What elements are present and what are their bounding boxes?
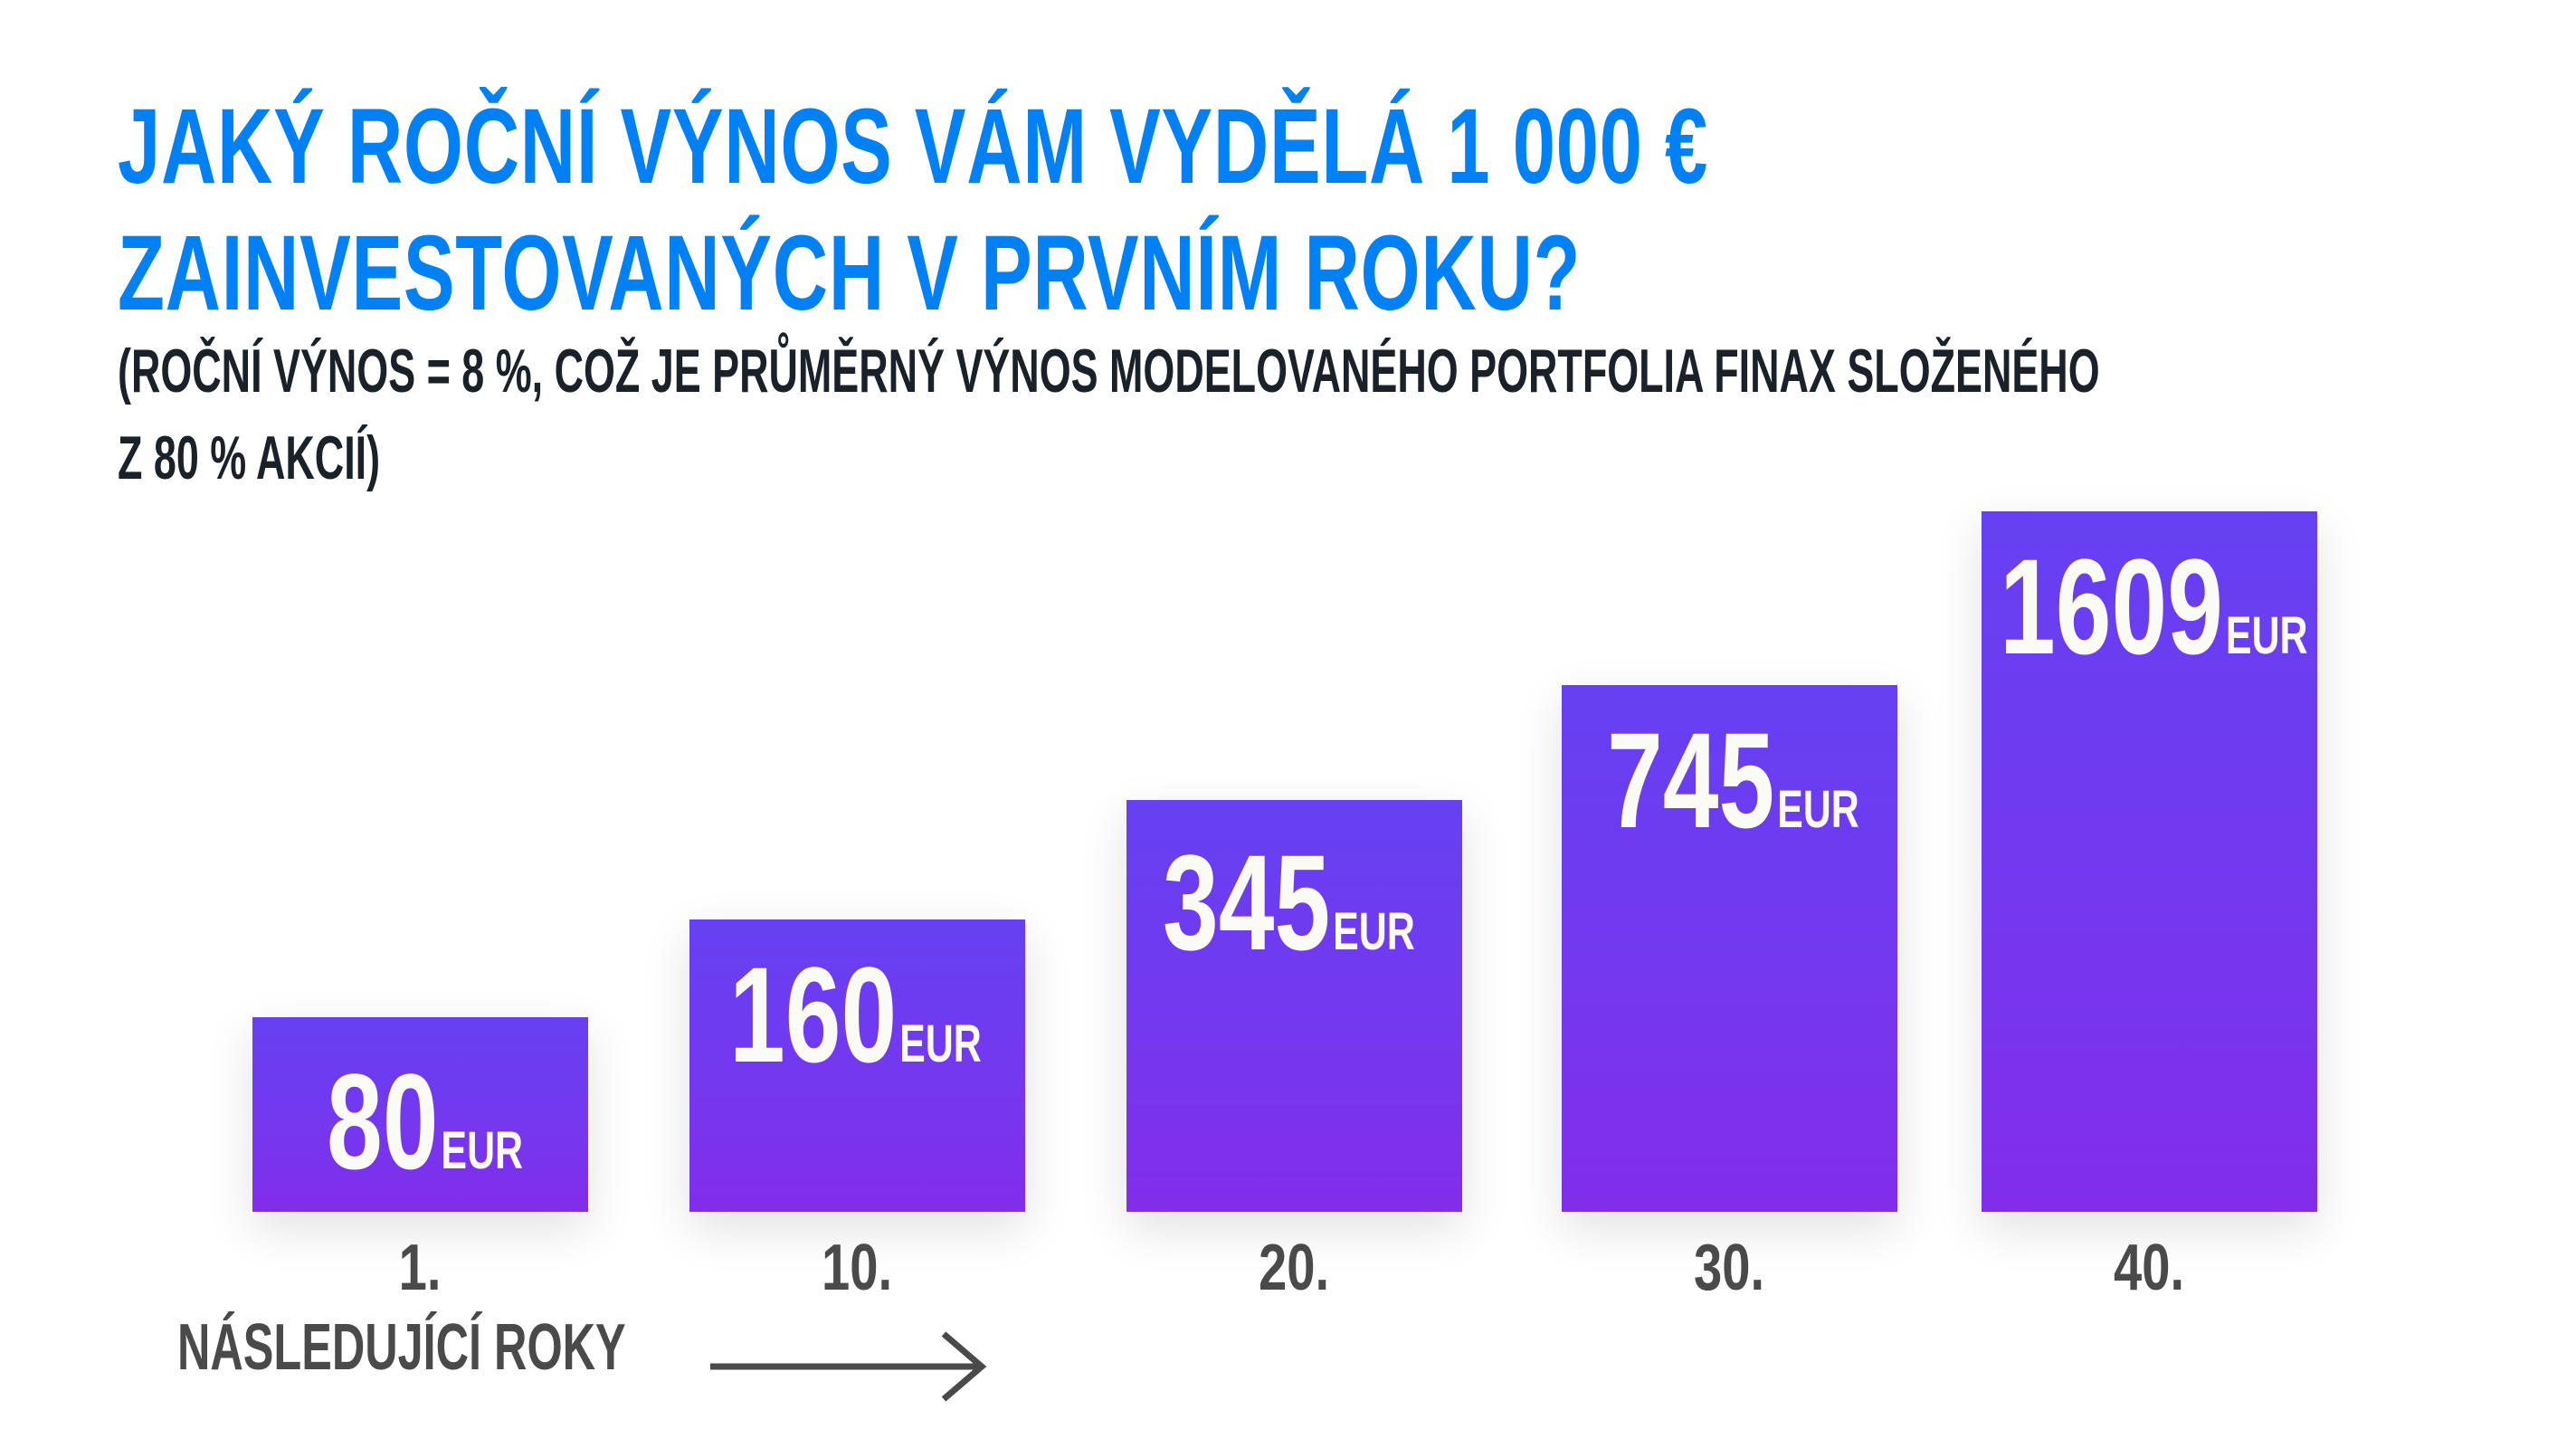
x-tick-text: 40. bbox=[2114, 1232, 2185, 1304]
chart-subtitle-line-1: (ROČNÍ VÝNOS = 8 %, COŽ JE PRŮMĚRNÝ VÝNO… bbox=[118, 337, 2100, 405]
bar-unit: EUR bbox=[1333, 902, 1415, 961]
bar-unit: EUR bbox=[1777, 780, 1859, 839]
x-tick-label: 30. bbox=[1562, 1231, 1897, 1305]
bar-value-label: 160EUR bbox=[729, 947, 982, 1082]
bar-year-20: 345EUR bbox=[1126, 800, 1462, 1212]
bar-value-label: 1609EUR bbox=[2000, 538, 2308, 674]
bar-value-label: 345EUR bbox=[1163, 834, 1415, 970]
x-tick-label: 40. bbox=[1982, 1231, 2317, 1305]
bar-value-label: 80EUR bbox=[327, 1053, 523, 1189]
chart-title-line-1: JAKÝ ROČNÍ VÝNOS VÁM VYDĚLÁ 1 000 € bbox=[118, 87, 1708, 206]
bar-unit: EUR bbox=[899, 1015, 982, 1073]
x-tick-label: 10. bbox=[689, 1231, 1025, 1305]
x-tick-text: 10. bbox=[822, 1232, 893, 1304]
x-tick-label: 20. bbox=[1126, 1231, 1462, 1305]
bar-value: 160 bbox=[729, 938, 898, 1091]
x-tick-text: 30. bbox=[1694, 1232, 1765, 1304]
x-tick-text: 20. bbox=[1259, 1232, 1330, 1304]
bar-unit: EUR bbox=[2225, 606, 2308, 665]
x-tick-label: 1. bbox=[252, 1231, 588, 1305]
bar-value-label: 745EUR bbox=[1607, 712, 1859, 848]
bar-value: 80 bbox=[327, 1045, 439, 1197]
chart-subtitle-line-2: Z 80 % AKCIÍ) bbox=[118, 424, 381, 492]
bar-year-10: 160EUR bbox=[689, 919, 1025, 1212]
x-axis-caption: NÁSLEDUJÍCÍ ROKY bbox=[177, 1311, 626, 1384]
bar-unit: EUR bbox=[441, 1121, 524, 1180]
bar-year-30: 745EUR bbox=[1562, 685, 1897, 1212]
bar-year-1: 80EUR bbox=[252, 1017, 588, 1212]
bar-year-40: 1609EUR bbox=[1982, 511, 2317, 1212]
chart-title: JAKÝ ROČNÍ VÝNOS VÁM VYDĚLÁ 1 000 € ZAIN… bbox=[118, 83, 1708, 337]
x-tick-text: 1. bbox=[399, 1232, 442, 1304]
right-arrow-icon bbox=[710, 1331, 987, 1402]
chart-title-line-2: ZAINVESTOVANÝCH V PRVNÍM ROKU? bbox=[118, 214, 1582, 333]
bar-value: 345 bbox=[1163, 826, 1331, 978]
bar-value: 745 bbox=[1607, 704, 1775, 856]
chart-subtitle: (ROČNÍ VÝNOS = 8 %, COŽ JE PRŮMĚRNÝ VÝNO… bbox=[118, 328, 2100, 501]
bar-value: 1609 bbox=[2000, 530, 2223, 682]
